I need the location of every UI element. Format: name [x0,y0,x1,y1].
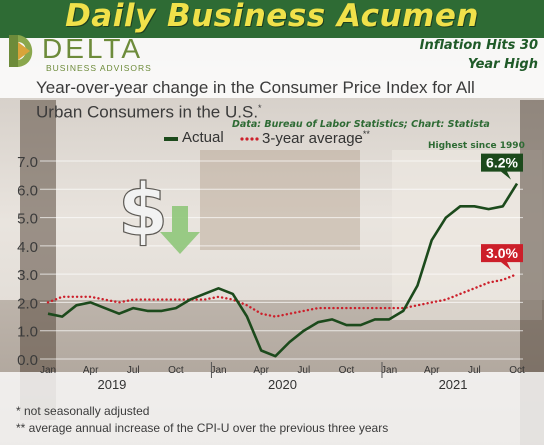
series-line-actual [47,182,519,358]
dollar-sign-icon: $ [118,168,168,252]
data-label-average-box [481,244,523,271]
x-tick-label: Jan [381,365,397,376]
legend-actual-swatch [164,137,178,141]
headline: Inflation Hits 30 Year High [392,36,538,74]
data-label-actual-box [481,153,523,180]
x-tick-label: Oct [339,365,355,376]
banner-title: Daily Business Acumen [65,0,479,34]
chart-title-mark: * [258,103,262,113]
logo-name: DELTA [42,33,144,64]
y-tick-label: 0.0 [17,352,38,369]
delta-logo-icon [9,35,33,67]
legend-average-label: 3-year average** [262,129,370,147]
y-tick-label: 7.0 [17,154,38,171]
headline-line2: Year High [467,57,538,72]
year-label: 2021 [439,377,468,392]
x-tick-label: Jul [468,365,481,376]
year-label: 2019 [97,377,126,392]
data-label-average: 3.0% [486,245,518,261]
y-tick-label: 2.0 [17,295,38,312]
chart-title-text: Year-over-year change in the Consumer Pr… [36,78,475,122]
y-tick-label: 1.0 [17,324,38,341]
x-tick-label: Apr [83,365,99,376]
headline-line1: Inflation Hits 30 [419,38,538,53]
year-label: 2020 [268,377,297,392]
series-line-3-year-average [46,272,519,318]
legend-average-mark: ** [362,129,370,139]
legend-actual-label: Actual [182,129,224,146]
footnote-2: ** average annual increase of the CPI-U … [16,421,389,435]
legend-average-swatch [240,137,259,141]
logo-tagline: BUSINESS ADVISORS [46,63,152,73]
highest-annotation: Highest since 1990 [428,141,525,151]
x-tick-label: Jul [127,365,140,376]
x-tick-label: Oct [168,365,184,376]
banner [0,0,544,38]
down-arrow-icon [160,206,200,254]
x-tick-label: Apr [424,365,440,376]
x-tick-label: Apr [253,365,269,376]
y-tick-label: 5.0 [17,211,38,228]
legend-average-text: 3-year average [262,130,363,147]
y-tick-label: 6.0 [17,182,38,199]
x-tick-label: Oct [509,365,525,376]
data-label-actual: 6.2% [486,155,518,171]
source-credit: Data: Bureau of Labor Statistics; Chart:… [232,119,490,130]
chart-title: Year-over-year change in the Consumer Pr… [36,78,506,123]
y-tick-label: 4.0 [17,239,38,256]
y-tick-label: 3.0 [17,267,38,284]
x-tick-label: Jan [40,365,56,376]
x-tick-label: Jul [297,365,310,376]
x-tick-label: Jan [210,365,226,376]
footnote-1: * not seasonally adjusted [16,404,150,418]
